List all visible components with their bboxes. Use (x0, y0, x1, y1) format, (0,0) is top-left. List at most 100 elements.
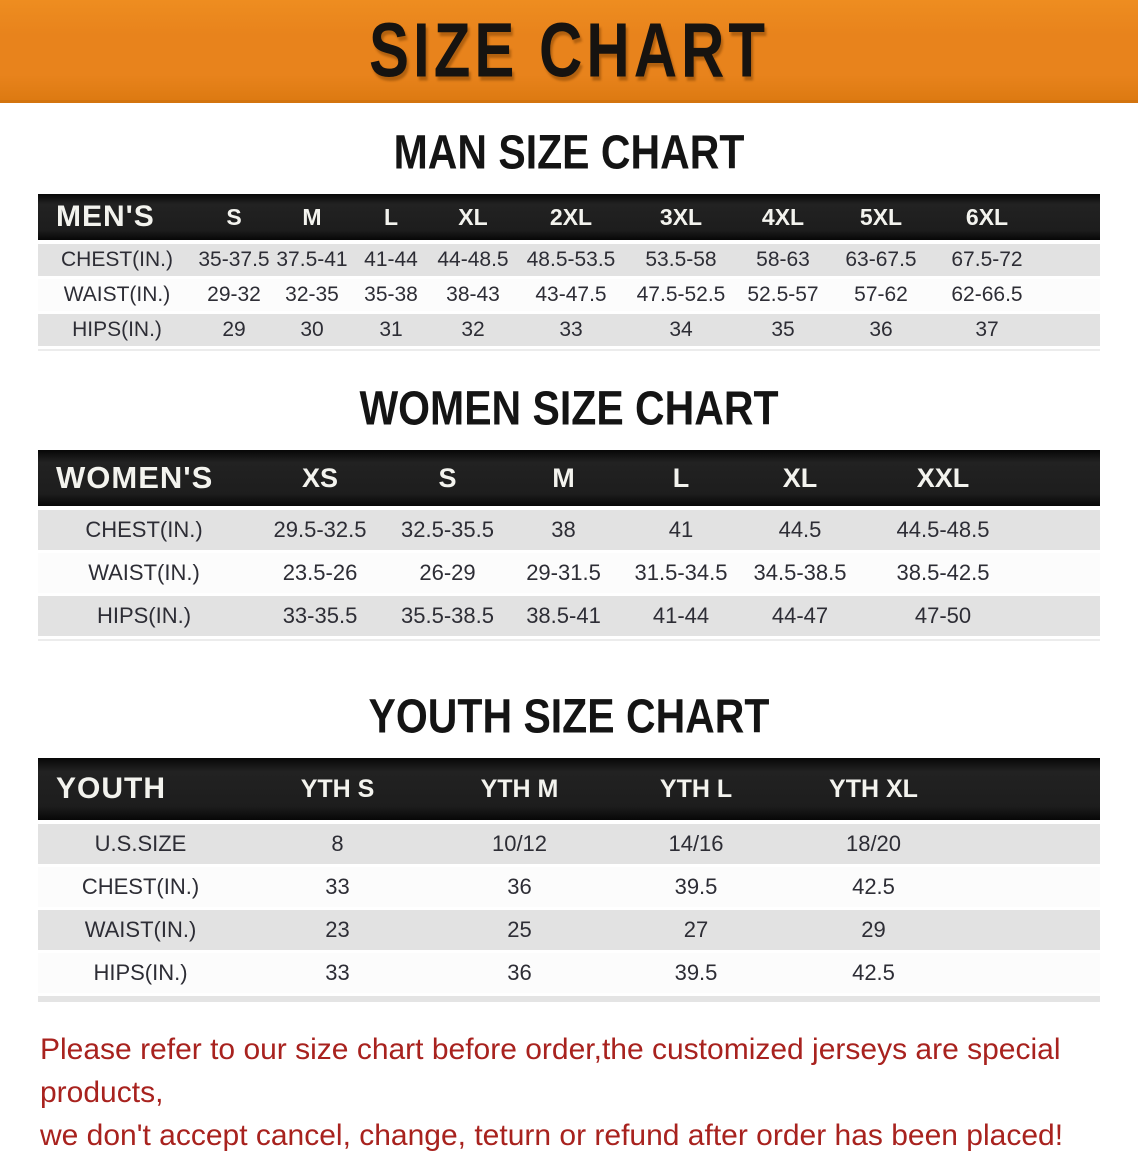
size-value-cell: 41-44 (352, 244, 430, 279)
men-column-header: 3XL (626, 194, 736, 244)
size-value-cell: 31 (352, 314, 430, 349)
size-value-cell: 38.5-42.5 (860, 553, 1026, 596)
men-column-header: L (352, 194, 430, 244)
row-label: WAIST(IN.) (38, 279, 196, 314)
women-table-header: WOMEN'S XS S M L XL XXL (38, 450, 1100, 510)
size-value-cell: 8 (243, 824, 432, 867)
spacer-cell (1026, 553, 1100, 596)
size-value-cell: 67.5-72 (932, 244, 1042, 279)
size-value-cell: 57-62 (830, 279, 932, 314)
size-value-cell: 29 (196, 314, 272, 349)
size-value-cell: 33 (243, 867, 432, 910)
order-notice-line-2: we don't accept cancel, change, teturn o… (40, 1119, 1064, 1152)
youth-table-row: WAIST(IN.) 23 25 27 29 (38, 910, 1100, 953)
men-column-header: 5XL (830, 194, 932, 244)
size-value-cell: 34.5-38.5 (740, 553, 860, 596)
size-value-cell: 35-38 (352, 279, 430, 314)
size-value-cell: 31.5-34.5 (622, 553, 740, 596)
spacer-cell (1026, 596, 1100, 639)
size-value-cell: 33-35.5 (250, 596, 390, 639)
row-label: HIPS(IN.) (38, 314, 196, 349)
size-value-cell: 44-47 (740, 596, 860, 639)
youth-table-header: YOUTH YTH S YTH M YTH L YTH XL (38, 758, 1100, 824)
men-column-header: 6XL (932, 194, 1042, 244)
size-value-cell: 37 (932, 314, 1042, 349)
size-value-cell: 41 (622, 510, 740, 553)
size-value-cell: 47-50 (860, 596, 1026, 639)
size-value-cell: 25 (432, 910, 607, 953)
women-column-header: M (505, 450, 622, 510)
men-table-row: WAIST(IN.) 29-32 32-35 35-38 38-43 43-47.5 47.… (38, 279, 1100, 314)
women-table-row: WAIST(IN.) 23.5-26 26-29 29-31.5 31.5-34.5 34… (38, 553, 1100, 596)
size-value-cell: 41-44 (622, 596, 740, 639)
size-value-cell: 44.5-48.5 (860, 510, 1026, 553)
spacer-cell (962, 824, 1100, 867)
row-label: U.S.SIZE (38, 824, 243, 867)
size-value-cell: 63-67.5 (830, 244, 932, 279)
women-table-body: CHEST(IN.) 29.5-32.5 32.5-35.5 38 41 44.5 44.5… (38, 510, 1100, 639)
size-value-cell: 42.5 (785, 953, 962, 996)
women-column-header: XL (740, 450, 860, 510)
spacer-cell (1042, 194, 1100, 244)
size-value-cell: 30 (272, 314, 352, 349)
size-value-cell: 29 (785, 910, 962, 953)
row-label: CHEST(IN.) (38, 244, 196, 279)
size-value-cell: 14/16 (607, 824, 785, 867)
women-header-row: WOMEN'S XS S M L XL XXL (38, 450, 1100, 510)
row-label: WAIST(IN.) (38, 553, 250, 596)
size-value-cell: 39.5 (607, 953, 785, 996)
size-value-cell: 33 (243, 953, 432, 996)
youth-table-body: U.S.SIZE 8 10/12 14/16 18/20 CHEST(IN.) 33 36 39… (38, 824, 1100, 996)
men-column-header: XL (430, 194, 516, 244)
youth-table-row: U.S.SIZE 8 10/12 14/16 18/20 (38, 824, 1100, 867)
size-value-cell: 23.5-26 (250, 553, 390, 596)
women-table-row: HIPS(IN.) 33-35.5 35.5-38.5 38.5-41 41-44 44-… (38, 596, 1100, 639)
order-notice-line-1: Please refer to our size chart before or… (40, 1033, 1061, 1109)
size-value-cell: 36 (830, 314, 932, 349)
size-value-cell: 32.5-35.5 (390, 510, 505, 553)
spacer-cell (1026, 450, 1100, 510)
size-value-cell: 33 (516, 314, 626, 349)
size-chart-banner: SIZE CHART (0, 0, 1138, 103)
youth-size-table: YOUTH YTH S YTH M YTH L YTH XL U.S.SIZE 8 10/1… (38, 758, 1100, 1002)
size-value-cell: 44-48.5 (430, 244, 516, 279)
size-value-cell: 34 (626, 314, 736, 349)
men-size-table: MEN'S S M L XL 2XL 3XL 4XL 5XL 6XL CHEST(IN.) 35-3… (38, 194, 1100, 351)
size-value-cell: 29-32 (196, 279, 272, 314)
women-column-header: XXL (860, 450, 1026, 510)
size-value-cell: 35-37.5 (196, 244, 272, 279)
size-value-cell: 42.5 (785, 867, 962, 910)
size-value-cell: 48.5-53.5 (516, 244, 626, 279)
row-label: CHEST(IN.) (38, 510, 250, 553)
men-table-body: CHEST(IN.) 35-37.5 37.5-41 41-44 44-48.5 48.5… (38, 244, 1100, 349)
size-value-cell: 32 (430, 314, 516, 349)
women-column-header: S (390, 450, 505, 510)
youth-corner-label: YOUTH (38, 758, 243, 824)
men-column-header: M (272, 194, 352, 244)
size-value-cell: 27 (607, 910, 785, 953)
size-value-cell: 32-35 (272, 279, 352, 314)
spacer-cell (1042, 244, 1100, 279)
size-value-cell: 35.5-38.5 (390, 596, 505, 639)
men-section-heading: MAN SIZE CHART (393, 124, 745, 180)
size-value-cell: 36 (432, 867, 607, 910)
youth-table-row: HIPS(IN.) 33 36 39.5 42.5 (38, 953, 1100, 996)
men-column-header: 2XL (516, 194, 626, 244)
row-label: WAIST(IN.) (38, 910, 243, 953)
size-value-cell: 43-47.5 (516, 279, 626, 314)
size-value-cell: 58-63 (736, 244, 830, 279)
size-value-cell: 29-31.5 (505, 553, 622, 596)
size-value-cell: 44.5 (740, 510, 860, 553)
size-value-cell: 29.5-32.5 (250, 510, 390, 553)
spacer-cell (962, 953, 1100, 996)
size-value-cell: 62-66.5 (932, 279, 1042, 314)
size-value-cell: 52.5-57 (736, 279, 830, 314)
size-value-cell: 38 (505, 510, 622, 553)
men-column-header: 4XL (736, 194, 830, 244)
row-label: HIPS(IN.) (38, 596, 250, 639)
size-value-cell: 35 (736, 314, 830, 349)
youth-column-header: YTH L (607, 758, 785, 824)
spacer-cell (1042, 314, 1100, 349)
women-table-row: CHEST(IN.) 29.5-32.5 32.5-35.5 38 41 44.5 44.5… (38, 510, 1100, 553)
row-label: CHEST(IN.) (38, 867, 243, 910)
